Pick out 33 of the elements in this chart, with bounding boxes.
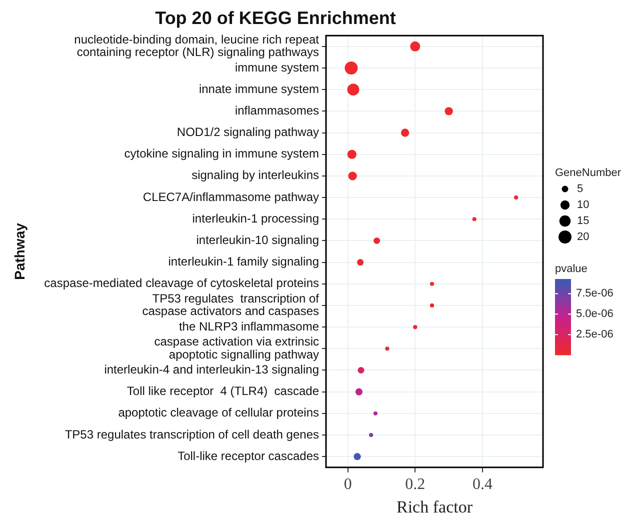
legend-label: 15 (577, 215, 590, 228)
y-tick-label: signaling by interleukins (192, 168, 319, 182)
legend-label: 10 (577, 199, 590, 212)
y-tick-label: inflammasomes (234, 103, 319, 118)
x-tick-label: 0.4 (472, 476, 492, 494)
x-axis-title: Rich factor (396, 497, 473, 516)
y-tick-label: Toll-like receptor cascades (178, 448, 319, 463)
y-tick-label: the NLRP3 inflammasome (178, 319, 320, 334)
chart-title: Top 20 of KEGG Enrichment (155, 8, 396, 28)
y-tick-label: Toll like receptor 4 (TLR4) cascade (126, 384, 320, 398)
x-tick-label: 0.2 (405, 476, 426, 494)
color-bar-title: pvalue (555, 263, 588, 276)
y-tick-label: cytokine signaling in immune system (124, 146, 319, 161)
y-tick-label: interleukin-1 processing (192, 211, 319, 226)
x-tick-label: 0 (344, 476, 352, 494)
color-bar-label: 7.5e-06 (576, 288, 614, 300)
y-tick-label: TP53 regulates transcription of cell death genes (64, 427, 319, 442)
y-tick-label: interleukin-1 family signaling (168, 254, 319, 269)
y-tick-label: innate immune system (198, 82, 320, 96)
y-axis-title: Pathway (11, 222, 28, 280)
y-tick-label: interleukin-10 signaling (196, 233, 319, 248)
legend-label: 20 (577, 231, 590, 244)
y-tick-label: caspase-mediated cleavage of cytoskeletal proteins (44, 276, 319, 290)
y-tick-label: CLEC7A/inflammasome pathway (142, 190, 319, 204)
y-tick-label: apoptotic cleavage of cellular proteins (118, 406, 319, 420)
y-tick-label: caspase activation via extrinsic apoptotic signalling pathway (154, 334, 319, 362)
y-tick-label: NOD1/2 signaling pathway (176, 125, 319, 140)
legend-title: GeneNumber (555, 167, 622, 180)
color-bar-label: 2.5e-06 (576, 328, 614, 341)
legend-label: 5 (577, 183, 584, 196)
color-bar-label: 5.0e-06 (576, 308, 614, 320)
y-tick-label: immune system (234, 60, 319, 74)
y-tick-label: interleukin-4 and interleukin-13 signaling (104, 362, 319, 377)
